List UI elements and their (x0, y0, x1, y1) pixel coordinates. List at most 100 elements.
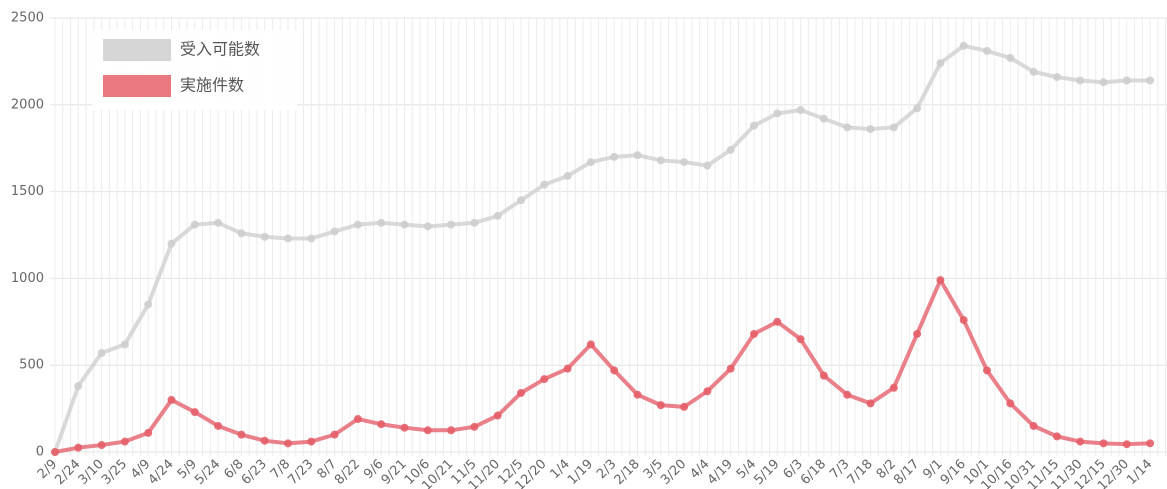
data-point (1052, 432, 1061, 441)
data-point (889, 383, 898, 392)
x-tick-label: 4/24 (146, 457, 177, 488)
x-tick-label: 8/17 (891, 457, 922, 488)
data-point (97, 441, 106, 450)
data-point (1006, 53, 1015, 62)
data-point (586, 340, 595, 349)
data-point (260, 232, 269, 241)
data-point (493, 411, 502, 420)
legend-label: 受入可能数 (180, 40, 260, 59)
data-point (889, 123, 898, 132)
data-point (377, 420, 386, 429)
data-point (680, 402, 689, 411)
data-point (237, 229, 246, 238)
x-tick-label: 4/19 (705, 457, 736, 488)
y-tick-label: 500 (19, 358, 44, 373)
data-point (74, 443, 83, 452)
data-point (843, 123, 852, 132)
data-point (423, 222, 432, 231)
legend-swatch (103, 39, 171, 61)
data-point (796, 335, 805, 344)
data-point (330, 430, 339, 439)
data-point (1029, 421, 1038, 430)
x-tick-label: 9/21 (379, 457, 410, 488)
data-point (190, 220, 199, 229)
data-point (633, 390, 642, 399)
data-point (167, 239, 176, 248)
data-point (1099, 439, 1108, 448)
data-point (144, 300, 153, 309)
x-tick-label: 3/20 (658, 457, 689, 488)
x-tick-label: 1/19 (565, 457, 596, 488)
data-point (517, 196, 525, 205)
y-tick-label: 1000 (11, 271, 44, 286)
y-tick-label: 2000 (11, 97, 44, 112)
data-point (470, 218, 479, 227)
data-point (936, 276, 945, 285)
data-point (750, 121, 758, 130)
data-point (1099, 78, 1108, 87)
data-point (307, 234, 316, 243)
x-tick-label: 3/10 (76, 457, 107, 488)
data-point (773, 317, 782, 326)
data-point (959, 316, 968, 325)
data-point (330, 227, 339, 236)
legend-swatch (103, 75, 171, 97)
data-point (190, 408, 199, 417)
data-point (866, 125, 875, 134)
data-point (470, 422, 479, 431)
data-point (51, 448, 59, 456)
data-point (773, 109, 782, 118)
data-point (563, 364, 572, 373)
data-point (913, 104, 922, 113)
data-point (237, 430, 246, 439)
data-point (97, 349, 106, 358)
data-point (400, 220, 409, 229)
data-point (586, 158, 595, 167)
x-tick-label: 7/23 (285, 457, 316, 488)
data-point (493, 211, 502, 220)
data-point (1076, 76, 1085, 85)
data-point (307, 437, 316, 446)
data-point (214, 218, 223, 227)
data-point (540, 180, 549, 189)
data-point (540, 375, 549, 384)
data-point (633, 151, 642, 160)
x-tick-label: 8/22 (332, 457, 363, 488)
data-point (563, 171, 572, 180)
data-point (819, 114, 828, 123)
data-point (214, 421, 223, 430)
data-point (353, 220, 362, 229)
data-point (423, 426, 432, 435)
data-point (1076, 437, 1085, 446)
x-tick-label: 2/24 (52, 457, 83, 488)
y-tick-label: 0 (36, 445, 44, 460)
data-point (447, 220, 456, 229)
x-tick-label: 5/24 (192, 457, 223, 488)
x-tick-label: 5/19 (751, 457, 782, 488)
data-point (866, 399, 875, 408)
x-tick-label: 1/14 (1124, 457, 1155, 488)
data-point (656, 156, 665, 165)
data-point (447, 426, 456, 435)
data-point (284, 234, 292, 243)
data-point (377, 218, 386, 227)
legend-label: 実施件数 (180, 76, 244, 95)
data-point (750, 329, 758, 338)
data-point (1146, 439, 1155, 448)
x-tick-label: 6/18 (798, 457, 829, 488)
data-point (726, 145, 735, 154)
data-point (1029, 67, 1038, 76)
y-tick-label: 2500 (11, 11, 44, 26)
x-tick-label: 7/18 (845, 457, 876, 488)
data-point (913, 329, 922, 338)
series-line (54, 278, 1151, 454)
data-point (796, 106, 805, 115)
data-point (517, 388, 525, 397)
data-point (703, 161, 712, 170)
data-point (167, 395, 176, 404)
data-point (353, 415, 362, 424)
data-point (1122, 440, 1131, 449)
y-tick-label: 1500 (11, 184, 44, 199)
